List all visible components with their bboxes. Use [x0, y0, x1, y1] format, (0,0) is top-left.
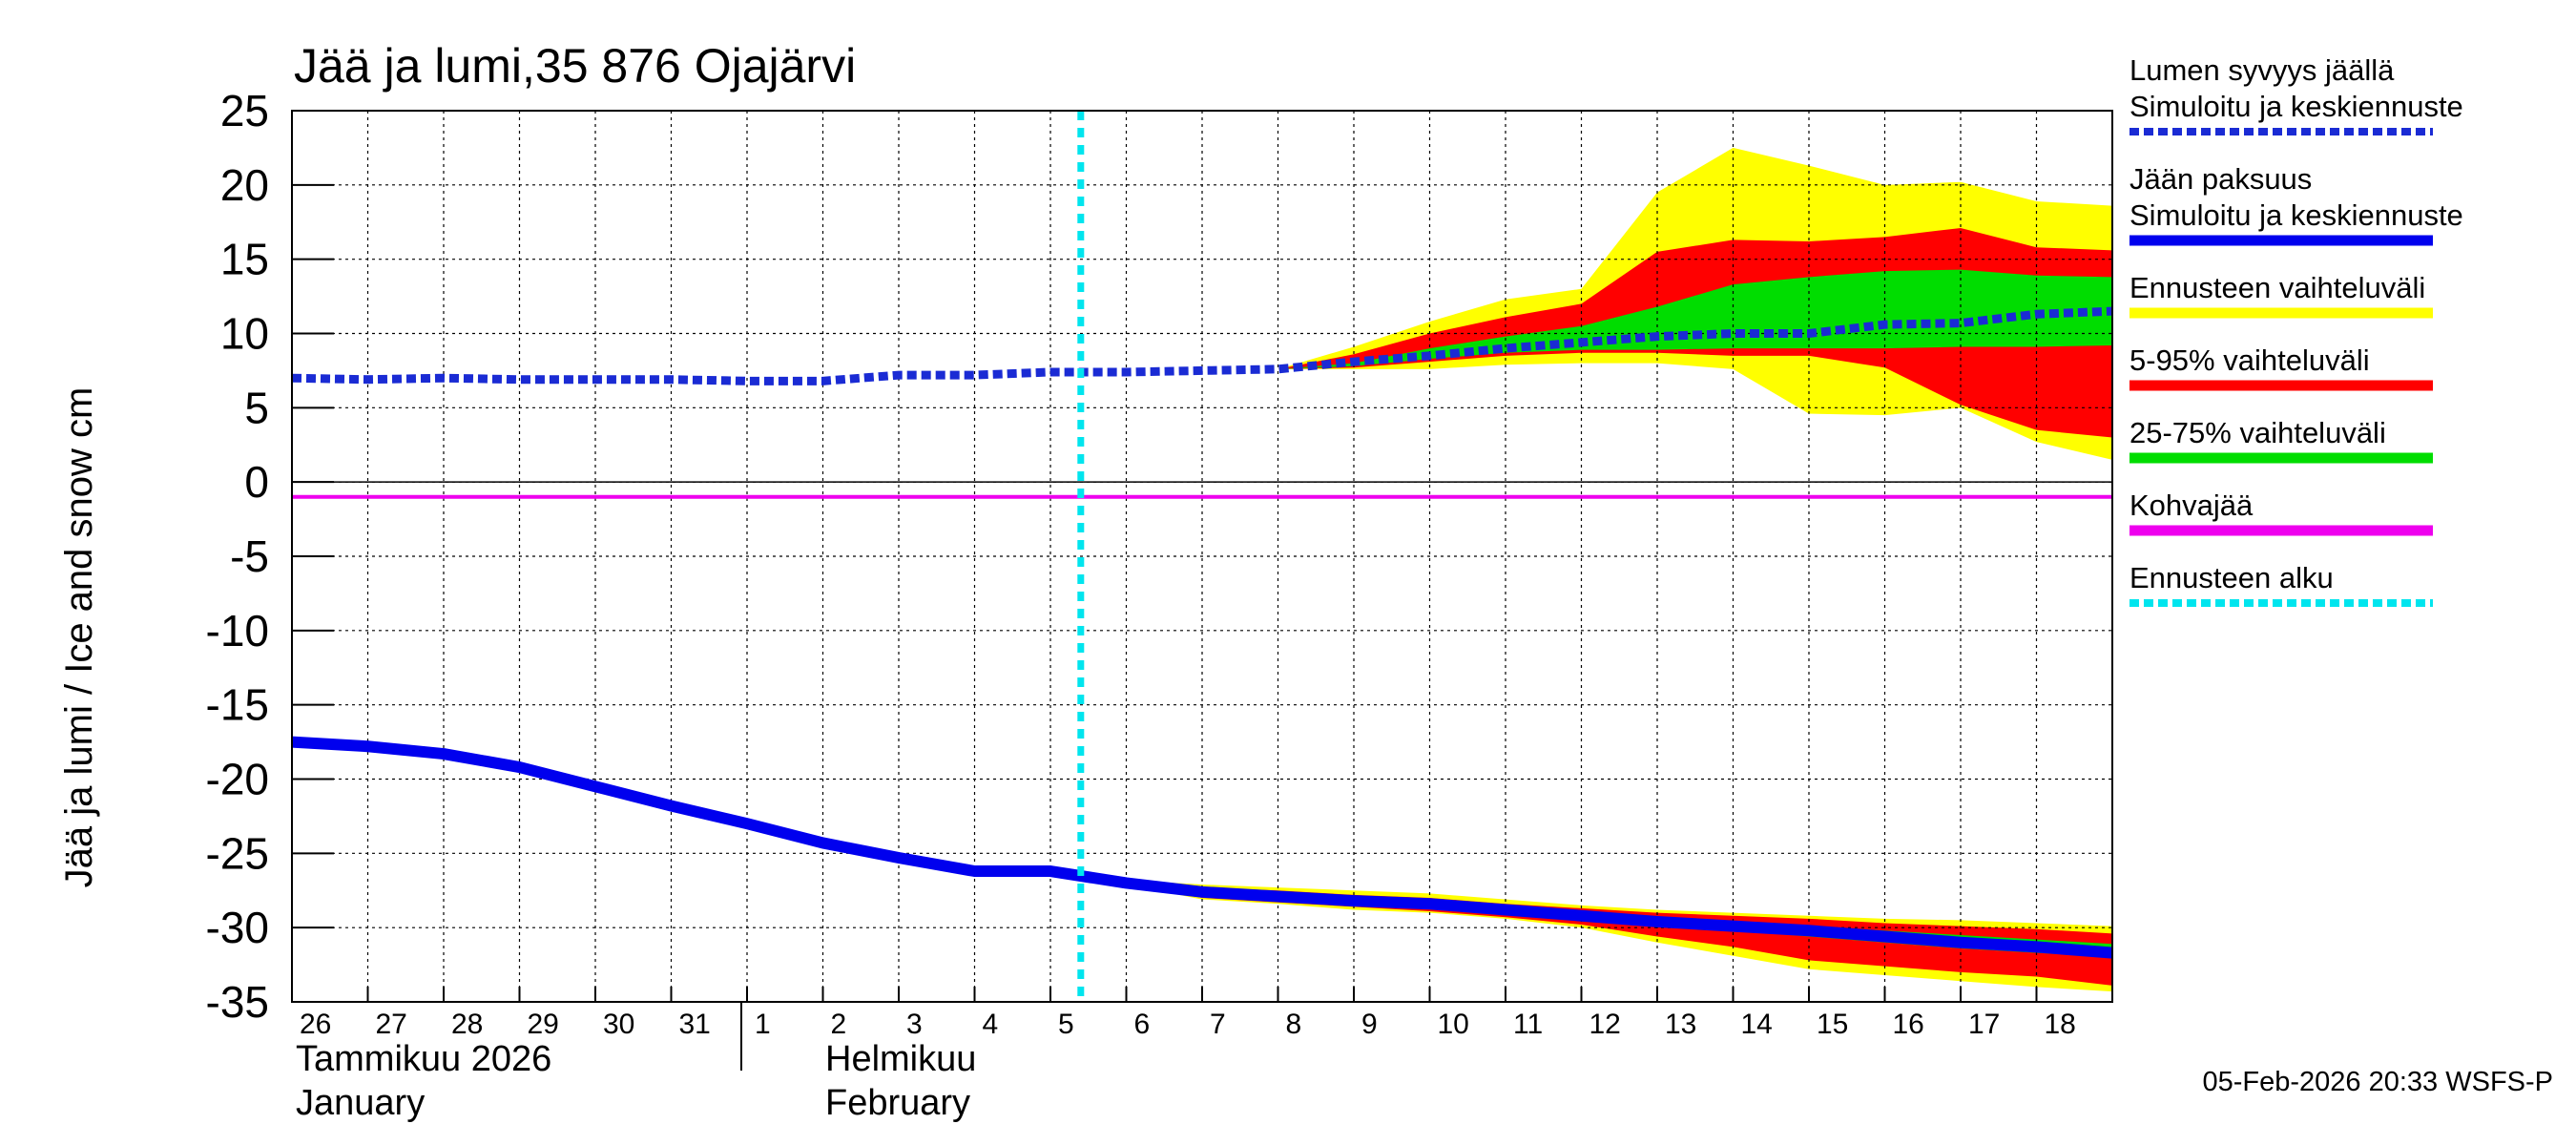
y-tick-label: -35 — [206, 977, 269, 1027]
x-tick-label: 29 — [528, 1009, 559, 1040]
y-axis: 25 20 15 10 5 0 -5 -10 -15 -20 -25 -30 -35 — [206, 86, 334, 1027]
y-axis-label: Jää ja lumi / Ice and snow cm — [58, 387, 100, 888]
x-tick-label: 2 — [831, 1009, 847, 1040]
x-tick-label: 8 — [1286, 1009, 1302, 1040]
x-tick-label: 12 — [1589, 1009, 1621, 1040]
x-tick-label: 15 — [1817, 1009, 1848, 1040]
x-tick-label: 26 — [300, 1009, 331, 1040]
x-tick-label: 31 — [679, 1009, 711, 1040]
x-tick-label: 3 — [906, 1009, 923, 1040]
x-tick-label: 1 — [755, 1009, 771, 1040]
y-tick-label: -25 — [206, 828, 269, 878]
legend-label: Simuloitu ja keskiennuste — [2129, 198, 2463, 232]
x-tick-label: 14 — [1741, 1009, 1773, 1040]
x-tick-label: 16 — [1893, 1009, 1924, 1040]
y-tick-label: 5 — [244, 383, 269, 432]
y-tick-label: -10 — [206, 606, 269, 656]
x-tick-label: 13 — [1665, 1009, 1696, 1040]
month-label-en: February — [825, 1083, 970, 1123]
y-tick-label: 15 — [220, 235, 269, 284]
legend-label: Jään paksuus — [2129, 162, 2312, 196]
x-axis: 26 27 28 29 30 31 1 2 3 4 5 6 7 8 9 10 11 12 13 14 15 16 17 18T… — [291, 987, 2113, 1123]
legend-label: Ennusteen vaihteluväli — [2129, 271, 2425, 304]
x-tick-label: 5 — [1058, 1009, 1074, 1040]
y-tick-label: -30 — [206, 903, 269, 952]
y-tick-label: 10 — [220, 309, 269, 359]
legend-label: Kohvajää — [2129, 489, 2254, 522]
x-tick-label: 11 — [1513, 1009, 1543, 1040]
month-label-en: January — [296, 1083, 425, 1123]
x-tick-label: 6 — [1134, 1009, 1151, 1040]
snow-depth-line — [291, 306, 2113, 385]
ice-thickness-line — [291, 736, 2113, 959]
x-tick-label: 17 — [1968, 1009, 2000, 1040]
legend-label: 25-75% vaihteluväli — [2129, 416, 2386, 449]
x-tick-label: 28 — [451, 1009, 483, 1040]
legend-label: Lumen syvyys jäällä — [2129, 53, 2395, 87]
x-tick-label: 7 — [1210, 1009, 1226, 1040]
x-tick-label: 27 — [376, 1009, 407, 1040]
y-tick-label: 0 — [244, 457, 269, 507]
footer-timestamp: 05-Feb-2026 20:33 WSFS-P — [2202, 1067, 2553, 1097]
x-tick-label: 18 — [2045, 1009, 2076, 1040]
forecast-bands — [1080, 147, 2112, 992]
x-tick-label: 30 — [603, 1009, 634, 1040]
x-tick-label: 4 — [983, 1009, 999, 1040]
y-tick-label: -15 — [206, 680, 269, 730]
x-tick-label: 9 — [1361, 1009, 1378, 1040]
month-label-fi: Tammikuu 2026 — [296, 1039, 551, 1079]
x-tick-label: 10 — [1438, 1009, 1469, 1040]
month-label-fi: Helmikuu — [825, 1039, 976, 1079]
legend-label: 5-95% vaihteluväli — [2129, 344, 2370, 377]
y-tick-label: 20 — [220, 160, 269, 210]
legend-label: Simuloitu ja keskiennuste — [2129, 90, 2463, 123]
snow-band-p25-75 — [1278, 269, 2112, 369]
y-tick-label: -20 — [206, 755, 269, 804]
series-lines — [291, 111, 2113, 1002]
y-tick-label: -5 — [230, 531, 269, 581]
y-tick-label: 25 — [220, 86, 269, 135]
legend-label: Ennusteen alku — [2129, 561, 2334, 594]
chart-title: Jää ja lumi,35 876 Ojajärvi — [294, 39, 856, 93]
